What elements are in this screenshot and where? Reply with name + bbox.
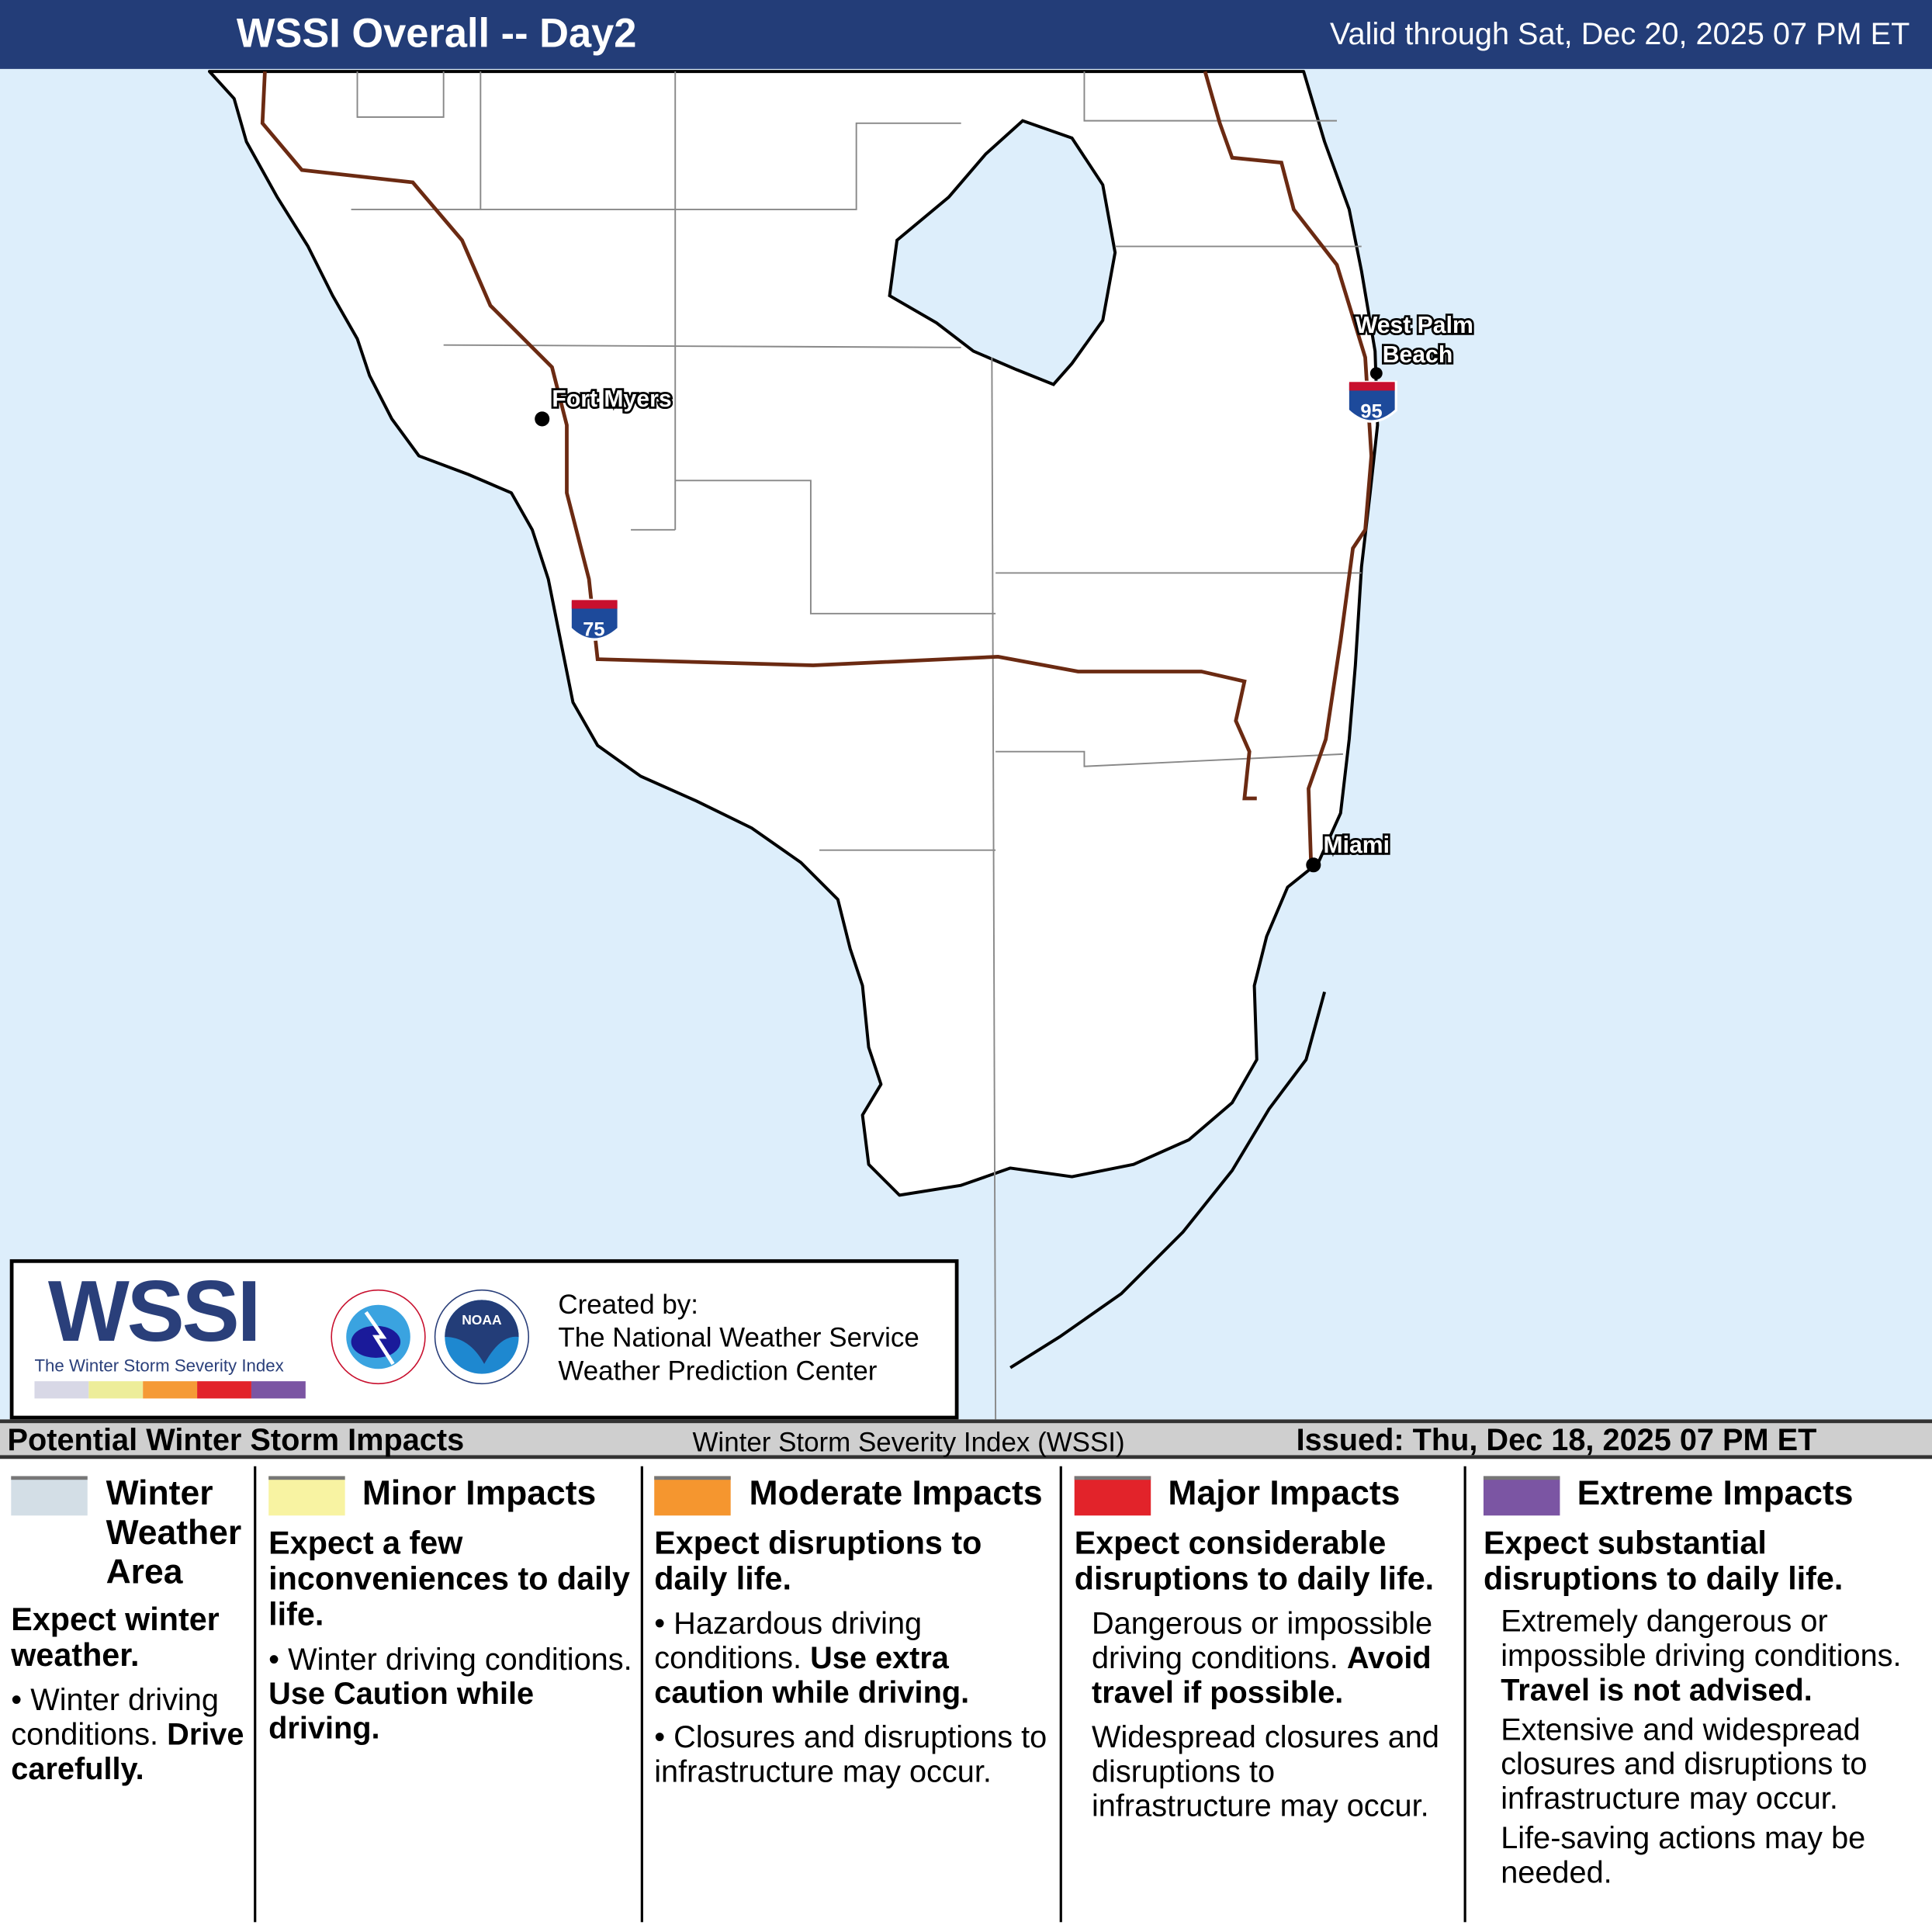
legend-bullet: Extensive and widespread closures and di… [1501,1712,1868,1816]
legend-moderate: Moderate Impacts Expect disruptions to d… [643,1459,1058,1932]
florida-keys [1009,991,1327,1369]
legend-swatch [268,1476,345,1516]
legend-summary: Expect substantial disruptions to daily … [1483,1524,1844,1598]
issued-time: Issued: Thu, Dec 18, 2025 07 PM ET [1296,1423,1817,1458]
wssi-subtitle: The Winter Storm Severity Index [34,1355,284,1376]
legend-bold: Avoid travel if possible. [1091,1641,1432,1711]
interstate-95-shield: 95 [1346,380,1397,423]
county-lines [351,71,1362,1420]
legend-minor: Minor Impacts Expect a few inconvenience… [256,1459,640,1932]
legend-summary: Expect considerable disruptions to daily… [1074,1524,1435,1598]
nws-logo-icon [331,1289,426,1385]
scale-swatch [34,1381,89,1399]
legend-bold: Drive carefully. [11,1717,244,1787]
legend-summary: Expect disruptions to daily life. [654,1524,982,1598]
divider [1059,1466,1062,1923]
city-west-palm: West Palm [1356,313,1473,338]
scale-swatch [143,1381,198,1399]
divider [254,1466,257,1923]
legend-swatch [1483,1476,1560,1516]
legend-title: Moderate Impacts [749,1473,1043,1512]
created-by-label: Created by: [558,1289,698,1320]
legend-swatch [11,1476,88,1516]
svg-text:75: 75 [583,618,604,640]
legend-title: Minor Impacts [362,1473,597,1512]
city-miami: Miami [1324,833,1390,858]
divider [640,1466,643,1923]
valid-time: Valid through Sat, Dec 20, 2025 07 PM ET [1330,17,1910,52]
legend-bullet: Winter driving conditions. [11,1683,219,1753]
strip-left: Potential Winter Storm Impacts [7,1423,465,1458]
created-by-text: Created by: The National Weather Service… [558,1287,919,1387]
legend-bullet: Dangerous or impossible driving conditio… [1091,1606,1433,1676]
legend-bullet: Life-saving actions may be needed. [1501,1821,1866,1891]
legend-swatch [1074,1476,1151,1516]
wssi-color-scale [34,1381,306,1399]
legend-swatch [654,1476,731,1516]
divider [1463,1466,1466,1923]
legend-bullet: Winter driving conditions. [288,1642,632,1678]
west-palm-dot [1369,367,1383,380]
legend-bold: Use Caution while driving. [268,1677,535,1747]
legend-summary: Expect winter weather. [11,1600,220,1674]
scale-swatch [197,1381,251,1399]
impact-legend: Winter Weather Area Expect winter weathe… [0,1459,1932,1932]
legend-bullet: Hazardous driving conditions. [654,1606,923,1676]
legend-bullet: Closures and disruptions to infrastructu… [654,1719,1047,1789]
legend-extreme: Extreme Impacts Expect substantial disru… [1466,1459,1932,1932]
city-fort-myers: Fort Myers [552,386,671,412]
legend-major: Major Impacts Expect considerable disrup… [1062,1459,1464,1932]
legend-title: Major Impacts [1168,1473,1401,1512]
noaa-logo-icon: NOAA [434,1289,530,1385]
legend-title-strip: Potential Winter Storm Impacts Winter St… [0,1419,1932,1459]
florida-map: 75 95 Fort Myers West Palm Beach Miami [207,70,1476,1420]
map-area: 75 95 Fort Myers West Palm Beach Miami [0,68,1932,1420]
scale-swatch [88,1381,144,1399]
svg-text:95: 95 [1360,400,1382,422]
org-wpc: Weather Prediction Center [558,1355,878,1387]
header-bar: WSSI Overall -- Day2 Valid through Sat, … [0,0,1932,69]
legend-bold: Use extra caution while driving. [654,1641,970,1711]
org-nws: The National Weather Service [558,1321,919,1353]
legend-bullet: Extremely dangerous or impossible drivin… [1501,1604,1902,1674]
legend-title: Extreme Impacts [1577,1473,1854,1512]
fort-myers-dot [535,411,550,427]
svg-text:NOAA: NOAA [462,1312,502,1328]
wssi-logo: WSSI [47,1262,261,1359]
legend-bold: Travel is not advised. [1501,1673,1813,1708]
legend-bullet: Widespread closures and disruptions to i… [1091,1719,1439,1824]
lake-okeechobee [888,119,1117,386]
scale-swatch [251,1381,306,1399]
city-west-palm-beach: Beach [1383,342,1453,368]
miami-dot [1306,857,1321,873]
map-title: WSSI Overall -- Day2 [236,9,637,56]
strip-center: Winter Storm Severity Index (WSSI) [692,1426,1125,1458]
credits-box: WSSI The Winter Storm Severity Index NOA… [9,1259,959,1420]
interstate-75-shield: 75 [569,598,620,641]
land-south-florida [207,70,1380,1197]
legend-summary: Expect a few inconveniences to daily lif… [268,1524,630,1633]
legend-title: Winter Weather Area [106,1473,242,1591]
legend-winter-weather-area: Winter Weather Area Expect winter weathe… [0,1459,253,1932]
